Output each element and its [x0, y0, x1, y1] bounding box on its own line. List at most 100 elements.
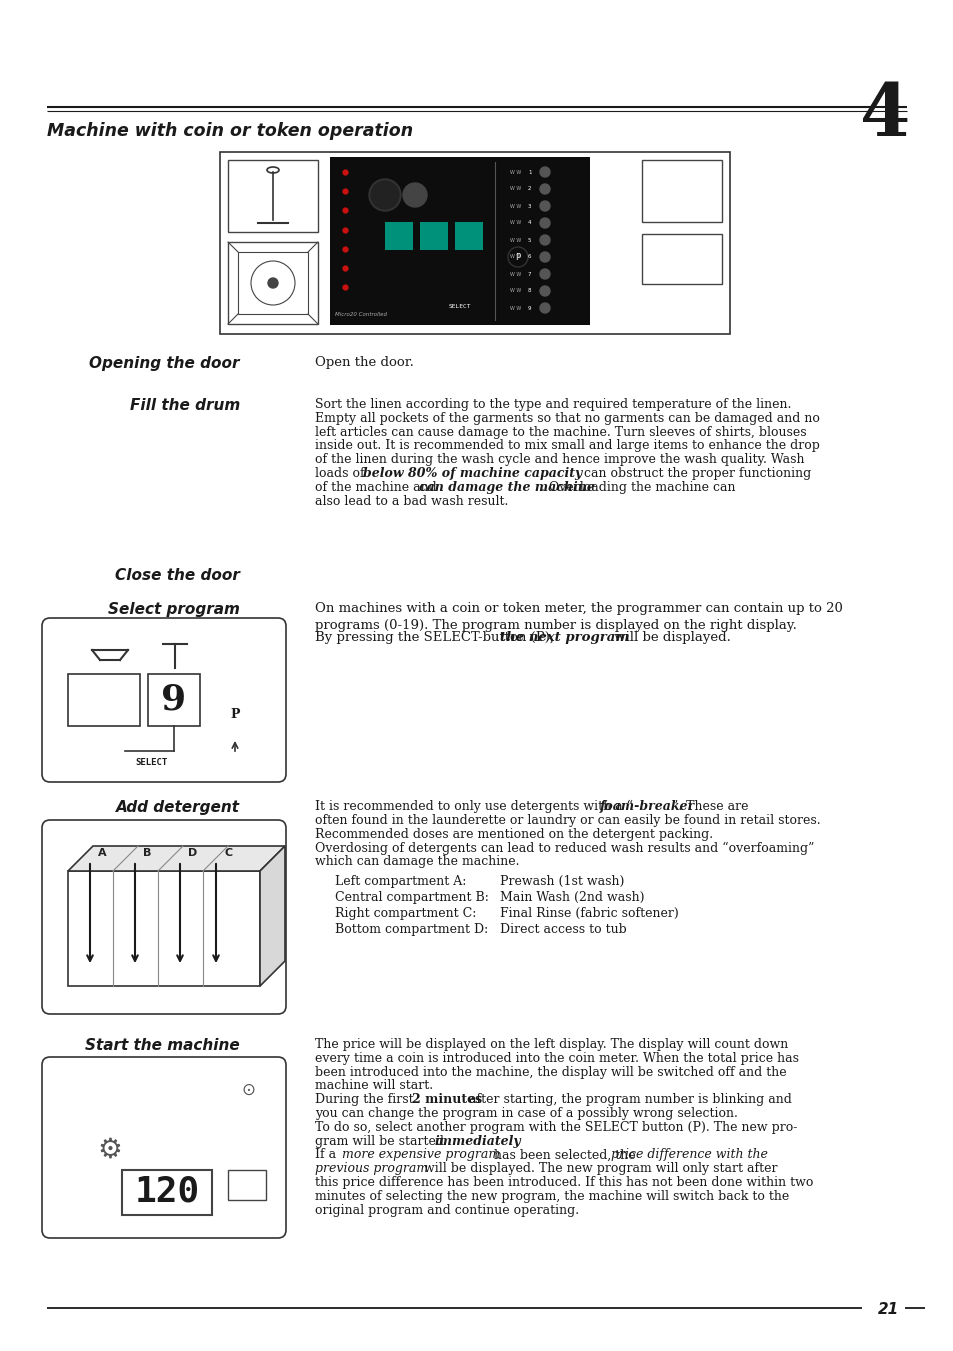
Bar	[228, 1170, 266, 1200]
Circle shape	[371, 181, 398, 209]
Text: price difference with the: price difference with the	[610, 1148, 767, 1162]
Text: 9: 9	[161, 684, 187, 717]
Circle shape	[369, 178, 400, 211]
Text: During the first: During the first	[314, 1093, 417, 1106]
Text: . Overloading the machine can: . Overloading the machine can	[540, 481, 735, 494]
Text: D: D	[188, 848, 197, 858]
Text: Select program: Select program	[108, 603, 240, 617]
Text: gram will be started: gram will be started	[314, 1135, 448, 1147]
Text: Micro20 Controlled: Micro20 Controlled	[335, 312, 387, 317]
Text: SELECT: SELECT	[448, 304, 471, 309]
Circle shape	[122, 1185, 130, 1193]
FancyBboxPatch shape	[42, 1056, 286, 1238]
Text: foam-breaker: foam-breaker	[599, 800, 695, 813]
Circle shape	[539, 184, 550, 195]
Circle shape	[74, 1115, 146, 1186]
Bar	[330, 157, 589, 326]
Text: ⊙: ⊙	[241, 1081, 254, 1098]
Text: this price difference has been introduced. If this has not been done within two: this price difference has been introduce…	[314, 1175, 813, 1189]
Text: Start the machine: Start the machine	[85, 1038, 240, 1052]
Text: inside out. It is recommended to mix small and large items to enhance the drop: inside out. It is recommended to mix sma…	[314, 439, 819, 453]
Bar	[148, 674, 200, 725]
Text: W W: W W	[510, 204, 520, 208]
Circle shape	[64, 1146, 71, 1154]
Text: W W: W W	[510, 254, 520, 259]
Circle shape	[539, 269, 550, 280]
Text: after starting, the program number is blinking and: after starting, the program number is bl…	[464, 1093, 791, 1106]
Circle shape	[233, 1075, 262, 1104]
Text: Opening the door: Opening the door	[90, 357, 240, 372]
Text: Central compartment B:: Central compartment B:	[335, 892, 488, 904]
Text: 9: 9	[527, 305, 531, 311]
Text: Prewash (1st wash): Prewash (1st wash)	[499, 875, 623, 888]
Text: 2: 2	[527, 186, 531, 192]
Bar	[237, 253, 308, 313]
Text: W W: W W	[510, 186, 520, 192]
Bar	[228, 159, 317, 232]
Circle shape	[539, 253, 550, 262]
Text: W W: W W	[510, 169, 520, 174]
Circle shape	[68, 1108, 152, 1192]
Text: Left compartment A:: Left compartment A:	[335, 875, 466, 888]
Text: minutes of selecting the new program, the machine will switch back to the: minutes of selecting the new program, th…	[314, 1190, 788, 1202]
Text: ⚙: ⚙	[97, 1136, 122, 1165]
Circle shape	[221, 700, 249, 728]
Text: previous program: previous program	[314, 1162, 428, 1175]
Bar	[385, 222, 413, 250]
Text: Add detergent: Add detergent	[116, 800, 240, 815]
Text: will be displayed. The new program will only start after: will be displayed. The new program will …	[419, 1162, 777, 1175]
Circle shape	[539, 235, 550, 245]
Circle shape	[67, 1162, 75, 1170]
Circle shape	[76, 1175, 84, 1183]
Polygon shape	[260, 846, 285, 986]
Circle shape	[135, 1116, 144, 1124]
FancyBboxPatch shape	[220, 153, 729, 334]
Text: C: C	[224, 848, 233, 858]
Text: has been selected, the: has been selected, the	[490, 1148, 639, 1162]
Text: of the linen during the wash cycle and hence improve the wash quality. Wash: of the linen during the wash cycle and h…	[314, 453, 803, 466]
Bar	[419, 222, 448, 250]
Circle shape	[148, 1146, 156, 1154]
FancyBboxPatch shape	[42, 820, 286, 1015]
Text: 4: 4	[527, 220, 531, 226]
Text: left articles can cause damage to the machine. Turn sleeves of shirts, blouses: left articles can cause damage to the ma…	[314, 426, 806, 439]
Text: you can change the program in case of a possibly wrong selection.: you can change the program in case of a …	[314, 1106, 737, 1120]
Text: immediately: immediately	[435, 1135, 521, 1147]
Bar	[122, 1170, 212, 1215]
Text: Bottom compartment D:: Bottom compartment D:	[335, 923, 488, 936]
Text: 5: 5	[527, 238, 531, 242]
Circle shape	[76, 1116, 84, 1124]
Circle shape	[145, 1162, 152, 1170]
Text: Open the door.: Open the door.	[314, 357, 414, 369]
Text: 120: 120	[134, 1175, 199, 1209]
Bar	[641, 234, 721, 284]
Circle shape	[539, 218, 550, 228]
Bar	[641, 159, 721, 222]
Text: 8: 8	[527, 289, 531, 293]
Text: Overdosing of detergents can lead to reduced wash results and “overfoaming”: Overdosing of detergents can lead to red…	[314, 842, 814, 855]
Text: It is recommended to only use detergents with a “: It is recommended to only use detergents…	[314, 800, 633, 813]
Text: Machine with coin or token operation: Machine with coin or token operation	[47, 122, 413, 141]
Text: 4: 4	[859, 80, 909, 151]
Text: Main Wash (2nd wash): Main Wash (2nd wash)	[499, 892, 644, 904]
Text: Recommended doses are mentioned on the detergent packing.: Recommended doses are mentioned on the d…	[314, 828, 713, 840]
Text: original program and continue operating.: original program and continue operating.	[314, 1204, 578, 1217]
Text: often found in the launderette or laundry or can easily be found in retail store: often found in the launderette or laundr…	[314, 813, 820, 827]
Text: A: A	[98, 848, 107, 858]
Circle shape	[539, 303, 550, 313]
Text: 7: 7	[527, 272, 531, 277]
Circle shape	[67, 1129, 75, 1138]
Text: loads of: loads of	[314, 467, 368, 480]
Text: can obstruct the proper functioning: can obstruct the proper functioning	[579, 467, 810, 480]
Circle shape	[122, 1108, 130, 1115]
Circle shape	[145, 1129, 152, 1138]
Text: of the machine and: of the machine and	[314, 481, 440, 494]
Text: will be displayed.: will be displayed.	[609, 631, 730, 643]
Text: Final Rinse (fabric softener): Final Rinse (fabric softener)	[499, 907, 678, 920]
Circle shape	[539, 286, 550, 296]
Text: 6: 6	[527, 254, 531, 259]
Text: The price will be displayed on the left display. The display will count down: The price will be displayed on the left …	[314, 1038, 787, 1051]
Text: been introduced into the machine, the display will be switched off and the: been introduced into the machine, the di…	[314, 1066, 786, 1078]
Circle shape	[539, 201, 550, 211]
Text: 1: 1	[527, 169, 531, 174]
